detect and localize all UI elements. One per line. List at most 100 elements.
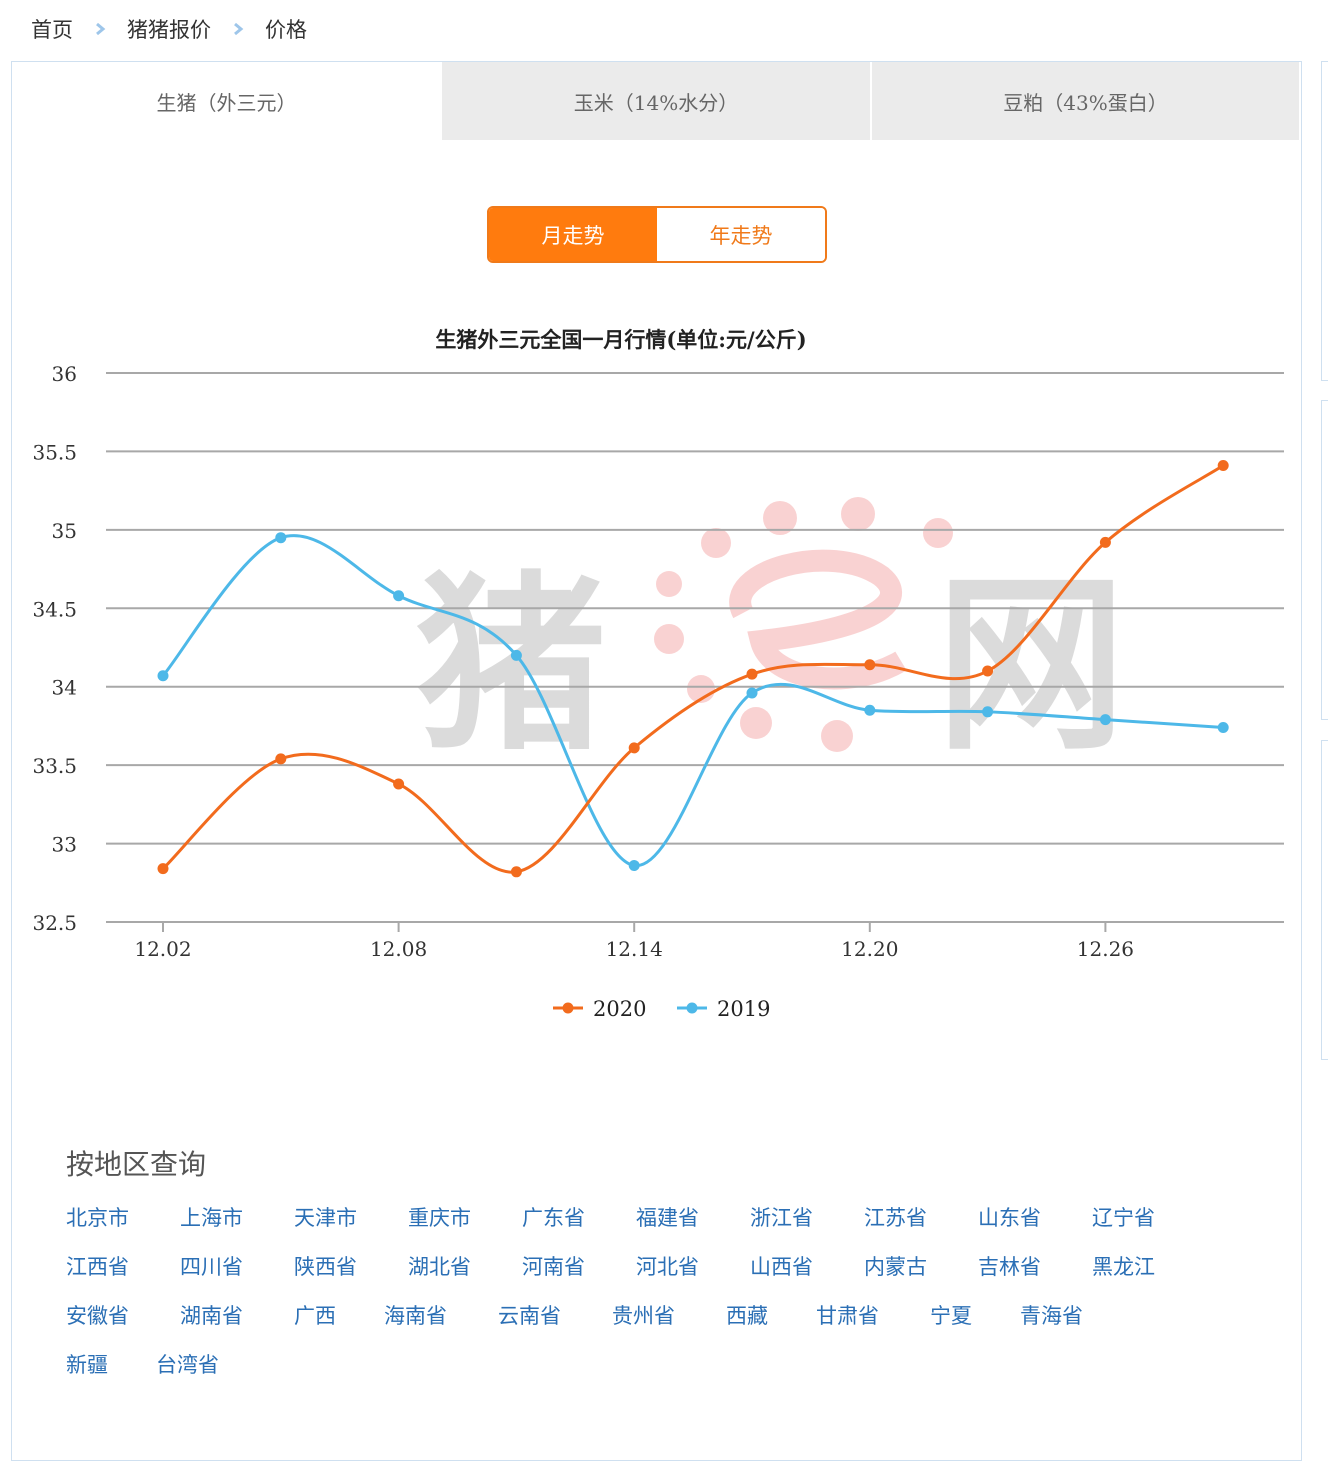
data-point-2019 (275, 532, 287, 544)
data-point-2020 (864, 659, 876, 671)
legend-marker-2019 (686, 1002, 698, 1014)
chart-legend[interactable]: 2020 2019 (553, 997, 770, 1021)
price-line-chart: 猪 网 生猪外三元全国一月行情(单位:元/公斤) 32.5 33 33.5 34 34.… (32, 327, 1284, 1021)
sidebar-card-edge (1321, 61, 1328, 381)
region-link[interactable]: 辽宁省 (1092, 1206, 1155, 1230)
region-query: 按地区查询 北京市 上海市 天津市 重庆市 广东省 福建省 浙江省 江苏省 山东省 辽宁省江西省 四… (66, 1142, 1266, 1402)
y-tick-label: 33.5 (32, 754, 77, 778)
region-link[interactable]: 吉林省 (978, 1255, 1041, 1279)
sidebar-card-edge (1321, 740, 1328, 1060)
data-point-2020 (275, 753, 287, 765)
watermark-text-left: 猪 (416, 555, 606, 776)
region-link[interactable]: 贵州省 (612, 1304, 675, 1328)
data-point-2019 (1217, 721, 1229, 733)
data-point-2019 (746, 687, 758, 699)
data-point-2019 (1099, 714, 1111, 726)
region-link[interactable]: 台湾省 (156, 1353, 219, 1377)
region-link[interactable]: 浙江省 (750, 1206, 813, 1230)
data-point-2020 (628, 742, 640, 754)
x-tick-label: 12.08 (370, 937, 427, 961)
tab-soybean-meal[interactable]: 豆粕（43%蛋白） (870, 62, 1299, 140)
region-link[interactable]: 黑龙江 (1092, 1255, 1155, 1279)
tab-corn[interactable]: 玉米（14%水分） (441, 62, 870, 140)
chevron-right-icon (234, 22, 244, 36)
region-link[interactable]: 宁夏 (930, 1304, 972, 1328)
y-tick-label: 33 (52, 833, 77, 857)
breadcrumb-quotes-link[interactable]: 猪猪报价 (127, 18, 211, 42)
data-point-2019 (510, 649, 522, 661)
region-link[interactable]: 江苏省 (864, 1206, 927, 1230)
year-trend-button[interactable]: 年走势 (657, 208, 825, 261)
region-link[interactable]: 山东省 (978, 1206, 1041, 1230)
region-link[interactable]: 安徽省 (66, 1304, 129, 1328)
x-tick-label: 12.26 (1077, 937, 1134, 961)
y-tick-label: 35 (52, 519, 77, 543)
chart-grid (106, 372, 1284, 923)
region-title: 按地区查询 (66, 1148, 207, 1181)
y-tick-label: 34 (52, 676, 77, 700)
legend-label-2019: 2019 (717, 997, 770, 1021)
region-link[interactable]: 河北省 (636, 1255, 699, 1279)
region-link[interactable]: 内蒙古 (864, 1255, 927, 1279)
legend-marker-2020 (562, 1002, 574, 1014)
region-link[interactable]: 上海市 (180, 1206, 243, 1230)
month-trend-button[interactable]: 月走势 (489, 208, 657, 261)
sidebar-card-edge (1321, 400, 1328, 720)
y-tick-label: 36 (52, 362, 77, 386)
region-link[interactable]: 山西省 (750, 1255, 813, 1279)
breadcrumb: 首页 猪猪报价 价格 (31, 12, 307, 46)
data-point-2020 (982, 665, 994, 677)
region-link[interactable]: 湖南省 (180, 1304, 243, 1328)
x-tick-label: 12.14 (606, 937, 663, 961)
x-tick-label: 12.02 (134, 937, 191, 961)
y-tick-label: 34.5 (32, 597, 77, 621)
region-link[interactable]: 青海省 (1020, 1304, 1083, 1328)
series-line-2019 (161, 534, 1224, 868)
data-point-2019 (864, 704, 876, 716)
region-link[interactable]: 云南省 (498, 1304, 561, 1328)
data-point-2020 (746, 668, 758, 680)
y-tick-label: 35.5 (32, 440, 77, 464)
chart-title: 生猪外三元全国一月行情(单位:元/公斤) (435, 327, 806, 352)
region-link[interactable]: 甘肃省 (816, 1304, 879, 1328)
chevron-right-icon (96, 22, 106, 36)
commodity-tabs: 生猪（外三元） 玉米（14%水分） 豆粕（43%蛋白） (12, 62, 1301, 140)
data-point-2019 (393, 590, 405, 602)
region-link[interactable]: 广东省 (522, 1206, 585, 1230)
chart-series (157, 460, 1229, 878)
region-link[interactable]: 海南省 (384, 1304, 447, 1328)
region-link[interactable]: 新疆 (66, 1353, 108, 1377)
watermark-logo: 猪 网 (416, 497, 1126, 776)
price-panel: 生猪（外三元） 玉米（14%水分） 豆粕（43%蛋白） 月走势 年走势 猪 网 … (11, 61, 1302, 1461)
series-line-2020 (161, 464, 1225, 874)
region-link[interactable]: 四川省 (180, 1255, 243, 1279)
legend-label-2020: 2020 (593, 997, 646, 1021)
breadcrumb-current: 价格 (265, 18, 307, 42)
y-axis: 32.5 33 33.5 34 34.5 35 35.5 36 (32, 362, 77, 935)
y-tick-label: 32.5 (32, 911, 77, 935)
region-link[interactable]: 天津市 (294, 1206, 357, 1230)
data-point-2019 (982, 706, 994, 718)
tab-live-pig[interactable]: 生猪（外三元） (12, 62, 441, 140)
region-link[interactable]: 河南省 (522, 1255, 585, 1279)
data-point-2020 (393, 778, 405, 790)
breadcrumb-home-link[interactable]: 首页 (31, 18, 73, 42)
data-point-2019 (157, 670, 169, 682)
region-link[interactable]: 福建省 (636, 1206, 699, 1230)
x-axis: 12.02 12.08 12.14 12.20 12.26 (134, 922, 1134, 961)
region-link[interactable]: 北京市 (66, 1206, 129, 1230)
region-link[interactable]: 广西 (294, 1304, 336, 1328)
trend-toggle: 月走势 年走势 (487, 206, 827, 263)
watermark-text-right: 网 (936, 555, 1126, 776)
region-link[interactable]: 江西省 (66, 1255, 129, 1279)
region-link[interactable]: 陕西省 (294, 1255, 357, 1279)
region-link[interactable]: 重庆市 (408, 1206, 471, 1230)
data-point-2019 (628, 860, 640, 872)
region-links: 北京市 上海市 天津市 重庆市 广东省 福建省 浙江省 江苏省 山东省 辽宁省 江西省 四川省 陕西省湖… (66, 1206, 1216, 1402)
region-link[interactable]: 西藏 (726, 1304, 768, 1328)
data-point-2020 (1217, 460, 1229, 472)
data-point-2020 (157, 863, 169, 875)
data-point-2020 (510, 866, 522, 878)
x-tick-label: 12.20 (841, 937, 898, 961)
region-link[interactable]: 湖北省 (408, 1255, 471, 1279)
